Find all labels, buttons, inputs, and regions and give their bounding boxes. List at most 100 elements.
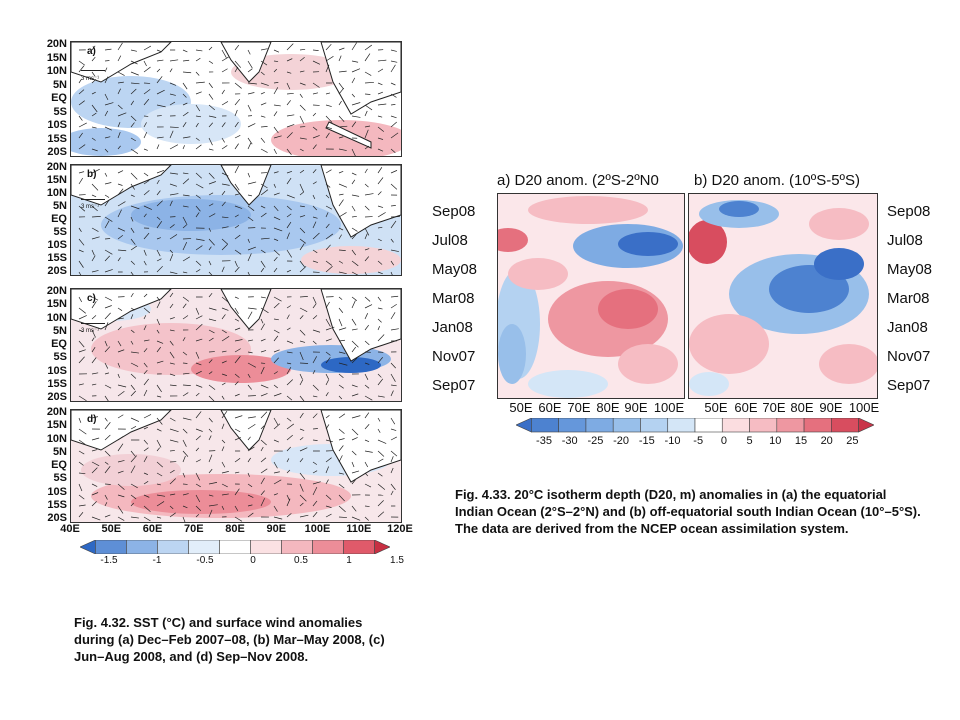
wind-vector	[364, 145, 370, 150]
d20-x-tick-b: 70E	[762, 400, 786, 415]
wind-vector	[169, 254, 174, 262]
wind-vector	[143, 456, 148, 463]
wind-vector	[130, 100, 135, 106]
wind-vector	[312, 329, 321, 333]
wind-vector	[182, 136, 191, 139]
wind-vector	[351, 340, 359, 348]
wind-vector	[377, 458, 384, 463]
wind-vector	[390, 450, 398, 457]
wind-vector	[312, 395, 318, 398]
wind-vector	[260, 148, 268, 153]
wind-vector	[182, 392, 189, 397]
wind-vector	[91, 255, 96, 262]
wind-vector	[117, 55, 122, 62]
wind-vector	[273, 82, 279, 84]
wind-vector	[234, 327, 241, 331]
wind-vector	[143, 389, 148, 397]
colorbar-swatch	[803, 418, 832, 433]
wind-vector	[78, 177, 84, 185]
wind-vector	[78, 100, 85, 106]
wind-vector	[156, 179, 160, 185]
wind-vector	[351, 428, 359, 436]
wind-vector	[169, 478, 176, 485]
wind-vector	[286, 351, 293, 354]
wind-vector	[312, 126, 318, 131]
wind-vector	[351, 42, 357, 51]
wind-vector	[338, 271, 347, 275]
wind-vector	[364, 227, 370, 236]
wind-vector	[195, 505, 202, 511]
wind-vector	[117, 470, 124, 474]
lat-tick-label: 10S	[47, 119, 67, 131]
wind-vector	[221, 122, 226, 128]
wind-vector	[130, 494, 137, 500]
wind-vector	[273, 384, 278, 389]
wind-vector	[78, 205, 86, 212]
wind-vector	[338, 438, 345, 441]
wind-vector	[247, 68, 253, 73]
wind-vector	[143, 494, 150, 498]
wind-vector	[364, 505, 370, 507]
wind-vector	[130, 271, 134, 275]
sst-panel-c: c) 3 ms⁻¹	[70, 288, 402, 402]
wind-vector	[208, 337, 214, 342]
wind-vector	[182, 102, 188, 106]
wind-vector	[364, 110, 368, 117]
wind-vector	[234, 318, 240, 322]
wind-vector	[221, 439, 226, 444]
d20-panel-a-title: a) D20 anom. (2ºS-2ºN0	[497, 172, 659, 189]
wind-vector	[390, 49, 397, 52]
wind-vector	[351, 505, 357, 512]
wind-vector	[117, 145, 121, 150]
wind-vector	[364, 129, 369, 139]
wind-vector	[338, 327, 347, 331]
wind-vector	[234, 249, 242, 255]
wind-vector	[91, 183, 99, 191]
wind-vector	[221, 89, 225, 95]
wind-vector	[91, 104, 98, 113]
fig-432-caption: Fig. 4.32. SST (°C) and surface wind ano…	[74, 615, 385, 664]
wind-vector	[338, 472, 345, 475]
wind-vector	[312, 315, 318, 320]
lat-tick-label: 15N	[46, 419, 67, 432]
d20-time-tick-right: Jul08	[887, 232, 923, 249]
wind-vector	[312, 296, 317, 304]
wind-vector	[104, 93, 109, 101]
wind-vector	[351, 300, 356, 309]
wind-vector	[234, 143, 239, 150]
wind-vector	[104, 372, 110, 375]
wind-vector	[299, 412, 304, 419]
d20-time-tick-left: Jan08	[432, 319, 473, 336]
wind-vector	[117, 505, 124, 514]
wind-vector	[273, 267, 278, 273]
wind-vector	[156, 340, 164, 344]
wind-vector	[312, 481, 321, 485]
wind-vector	[143, 89, 151, 95]
wind-vector	[273, 249, 280, 256]
wind-vector	[91, 483, 98, 487]
wind-vector	[351, 384, 358, 388]
wind-vector	[364, 53, 371, 62]
wind-vector	[130, 205, 140, 210]
wind-vector	[364, 256, 370, 262]
wind-vector	[104, 216, 113, 222]
d20-time-tick-right: Sep08	[887, 203, 931, 220]
reference-vector-b	[81, 199, 105, 200]
wind-vector	[195, 447, 200, 452]
wind-vector	[130, 245, 137, 251]
lon-tick-label: 110E	[346, 523, 372, 535]
colorbar-swatch	[721, 418, 750, 433]
sst-colorbar-tick: 1.5	[390, 555, 404, 566]
wind-vector	[182, 49, 188, 53]
wind-vector	[377, 177, 384, 185]
wind-vector	[104, 296, 113, 301]
wind-vector	[156, 144, 160, 150]
wind-vector	[390, 490, 394, 496]
wind-vector	[130, 137, 136, 142]
wind-vector	[91, 227, 99, 232]
lat-tick-label: 20S	[47, 265, 67, 277]
wind-vector	[286, 366, 292, 375]
wind-vector	[221, 216, 229, 219]
wind-vector	[104, 422, 111, 430]
wind-vector	[156, 494, 166, 497]
